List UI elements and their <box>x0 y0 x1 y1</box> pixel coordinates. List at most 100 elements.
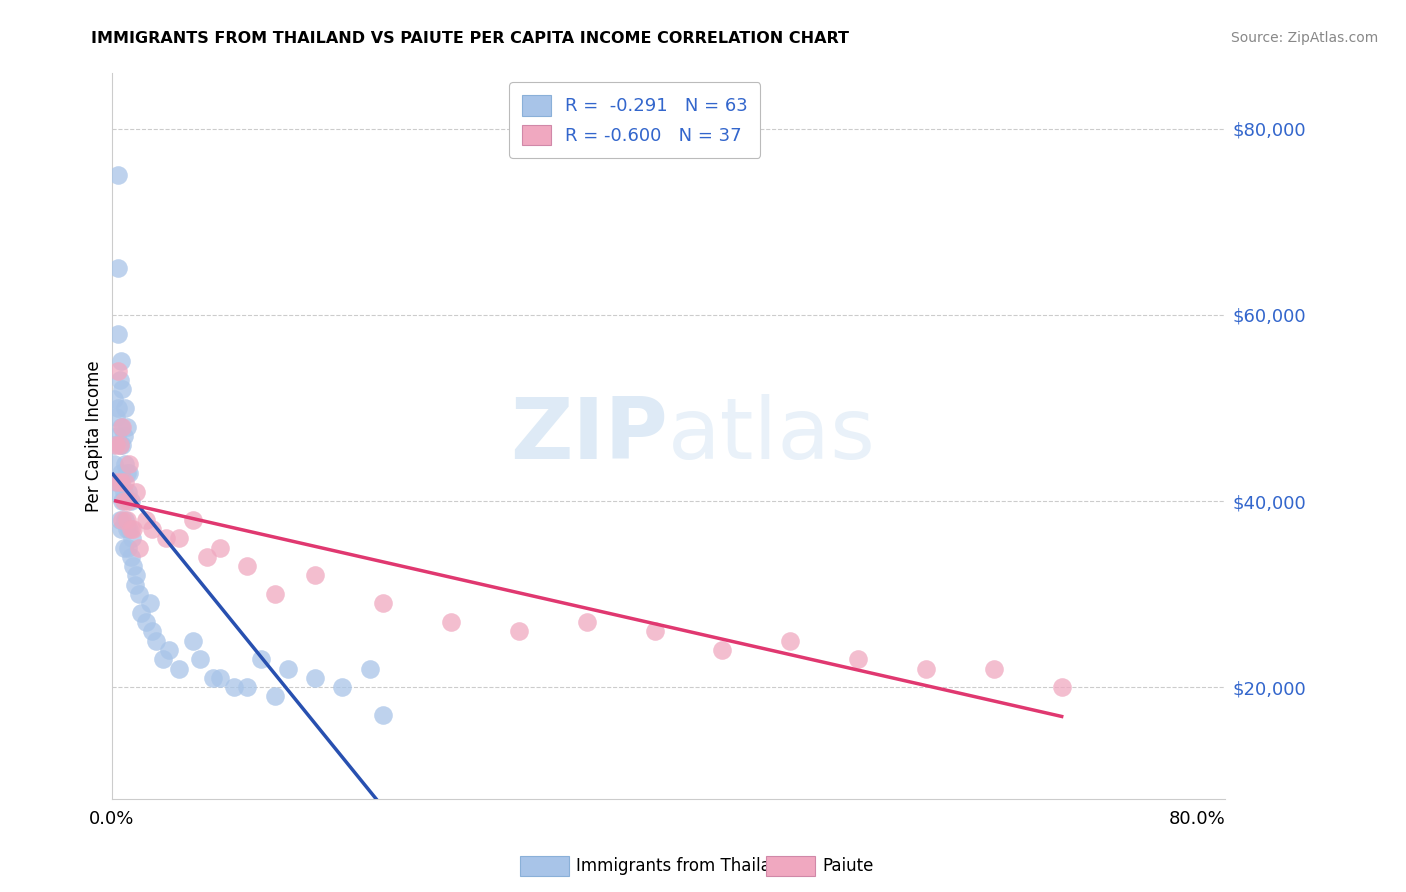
Point <box>110 419 132 434</box>
Point <box>110 522 132 536</box>
Point <box>236 680 259 694</box>
Point <box>711 643 734 657</box>
Point <box>202 671 225 685</box>
Point <box>111 438 134 452</box>
Point <box>371 596 394 610</box>
Point <box>157 643 180 657</box>
Point <box>115 522 138 536</box>
Point <box>120 522 142 536</box>
Point <box>111 494 134 508</box>
Point <box>107 326 129 341</box>
Point <box>115 419 138 434</box>
Point <box>108 373 131 387</box>
Point <box>371 708 394 723</box>
Point <box>108 513 131 527</box>
Point <box>155 531 177 545</box>
Point <box>128 587 150 601</box>
Text: ZIP: ZIP <box>510 394 668 477</box>
Point <box>125 484 148 499</box>
Point <box>107 364 129 378</box>
Point <box>359 661 381 675</box>
Point <box>1050 680 1073 694</box>
Point <box>105 475 128 490</box>
Point <box>277 661 299 675</box>
Point <box>111 513 134 527</box>
Point <box>152 652 174 666</box>
Point <box>181 633 204 648</box>
Point <box>188 652 211 666</box>
Point <box>112 494 135 508</box>
Point <box>236 559 259 574</box>
Point <box>110 466 132 480</box>
Point <box>121 531 143 545</box>
Point <box>141 624 163 639</box>
Point <box>195 549 218 564</box>
Point <box>779 633 801 648</box>
Point <box>263 690 285 704</box>
Point <box>122 559 145 574</box>
Point <box>440 615 463 629</box>
Point <box>117 494 139 508</box>
Point <box>138 596 160 610</box>
Point <box>117 484 139 499</box>
Point <box>575 615 598 629</box>
Point <box>117 541 139 555</box>
Point <box>108 438 131 452</box>
Point <box>332 680 354 694</box>
Point <box>250 652 273 666</box>
Point <box>104 410 127 425</box>
Point <box>915 661 938 675</box>
Point <box>118 457 141 471</box>
Text: Source: ZipAtlas.com: Source: ZipAtlas.com <box>1230 31 1378 45</box>
Point <box>644 624 666 639</box>
Point <box>169 661 191 675</box>
Point <box>304 568 326 582</box>
Point <box>112 484 135 499</box>
Point <box>104 475 127 490</box>
Text: Immigrants from Thailand: Immigrants from Thailand <box>576 857 792 875</box>
Point <box>222 680 245 694</box>
Point <box>120 549 142 564</box>
Point <box>135 615 157 629</box>
Text: IMMIGRANTS FROM THAILAND VS PAIUTE PER CAPITA INCOME CORRELATION CHART: IMMIGRANTS FROM THAILAND VS PAIUTE PER C… <box>91 31 849 46</box>
Point <box>135 513 157 527</box>
Point <box>108 475 131 490</box>
Point <box>105 429 128 443</box>
Point <box>169 531 191 545</box>
Point <box>145 633 167 648</box>
Point <box>131 606 153 620</box>
Point <box>122 522 145 536</box>
Point <box>103 457 125 471</box>
Point <box>209 541 232 555</box>
Point <box>141 522 163 536</box>
Text: atlas: atlas <box>668 394 876 477</box>
Point <box>112 429 135 443</box>
Point <box>114 401 136 415</box>
Point <box>101 438 124 452</box>
Point <box>508 624 530 639</box>
Point <box>111 383 134 397</box>
Point <box>115 513 138 527</box>
Point <box>112 541 135 555</box>
Point <box>115 466 138 480</box>
Point <box>128 541 150 555</box>
Point <box>304 671 326 685</box>
Point <box>107 261 129 276</box>
Point <box>118 522 141 536</box>
Text: Paiute: Paiute <box>823 857 875 875</box>
Point <box>114 457 136 471</box>
Legend: R =  -0.291   N = 63, R = -0.600   N = 37: R = -0.291 N = 63, R = -0.600 N = 37 <box>509 82 761 158</box>
Point <box>983 661 1005 675</box>
Point <box>120 494 142 508</box>
Point <box>114 513 136 527</box>
Point <box>108 438 131 452</box>
Point <box>209 671 232 685</box>
Point <box>846 652 869 666</box>
Point <box>124 578 146 592</box>
Point <box>111 419 134 434</box>
Point <box>105 484 128 499</box>
Point <box>263 587 285 601</box>
Point <box>114 475 136 490</box>
Point <box>118 466 141 480</box>
Point <box>107 169 129 183</box>
